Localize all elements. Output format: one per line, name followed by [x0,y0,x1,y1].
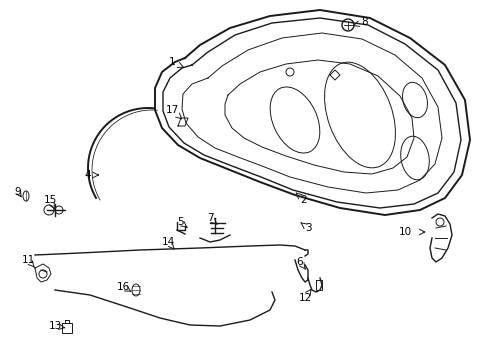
Text: 3: 3 [304,223,311,233]
Text: 16: 16 [116,282,129,292]
Text: 14: 14 [161,237,174,247]
Text: 5: 5 [176,217,183,227]
Text: 15: 15 [43,195,57,205]
Text: 17: 17 [165,105,178,115]
Text: 1: 1 [168,57,175,67]
Text: 11: 11 [21,255,35,265]
Text: 12: 12 [298,293,311,303]
Text: 13: 13 [48,321,61,331]
Text: 6: 6 [296,257,303,267]
Text: 10: 10 [398,227,411,237]
Text: 7: 7 [206,213,213,223]
Text: 9: 9 [15,187,21,197]
Text: 8: 8 [361,17,367,27]
Text: 2: 2 [300,195,306,205]
Text: 4: 4 [84,170,91,180]
